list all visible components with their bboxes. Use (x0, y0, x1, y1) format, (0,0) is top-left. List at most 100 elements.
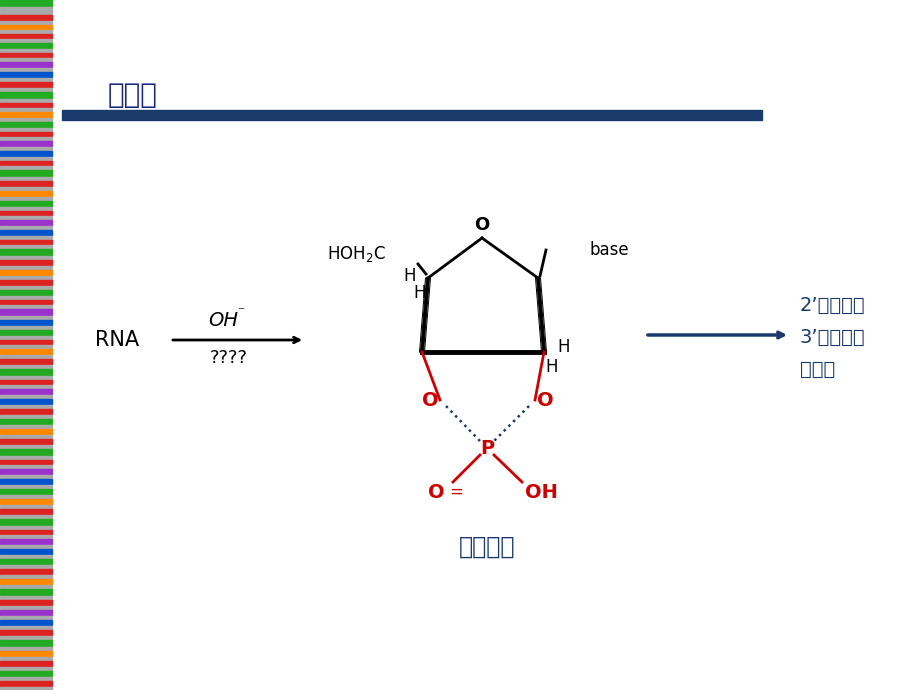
Bar (0, 445, 52, 448)
Bar (0, 555, 52, 558)
Text: H: H (557, 338, 570, 356)
Bar (0, 456, 52, 459)
Bar (0, 103, 52, 107)
Bar (0, 88, 52, 91)
Bar (0, 249, 52, 255)
Bar (0, 389, 52, 394)
Text: OH: OH (208, 310, 238, 330)
Bar (0, 128, 52, 131)
Bar (0, 359, 52, 364)
Bar (0, 380, 52, 384)
Bar (0, 330, 52, 335)
Bar (0, 170, 52, 176)
Bar (0, 539, 52, 544)
Text: ⁻: ⁻ (237, 305, 244, 319)
Text: base: base (589, 241, 629, 259)
Bar (0, 505, 52, 508)
Bar (0, 519, 52, 525)
Bar (0, 589, 52, 595)
Bar (0, 220, 52, 225)
Bar (0, 559, 52, 564)
Bar (0, 355, 52, 358)
Bar (0, 30, 52, 33)
Text: O: O (536, 391, 552, 409)
Bar (0, 166, 52, 169)
Bar (0, 177, 52, 180)
Bar (0, 687, 52, 690)
Bar (0, 399, 52, 404)
Text: HOH$_2$C: HOH$_2$C (327, 244, 386, 264)
Bar (0, 112, 52, 117)
Text: H: H (545, 358, 558, 376)
Bar (0, 320, 52, 325)
Bar (0, 336, 52, 339)
Bar (0, 82, 52, 87)
Bar (0, 620, 52, 625)
Bar (0, 43, 52, 48)
Bar (0, 309, 52, 315)
Bar (0, 365, 52, 368)
Bar (0, 72, 52, 77)
Bar (0, 579, 52, 584)
Bar (0, 53, 52, 57)
Bar (0, 449, 52, 455)
Bar (0, 58, 52, 61)
Bar (0, 376, 52, 379)
Bar (0, 326, 52, 329)
Text: O: O (427, 482, 444, 502)
Bar (0, 78, 52, 81)
Bar (0, 151, 52, 156)
Bar (0, 549, 52, 554)
Bar (0, 565, 52, 568)
Bar (0, 661, 52, 666)
Bar (0, 479, 52, 484)
Bar (0, 530, 52, 534)
Bar (0, 600, 52, 605)
Bar (0, 395, 52, 398)
Bar (0, 425, 52, 428)
Bar (0, 515, 52, 518)
Bar (0, 141, 52, 146)
Bar (0, 405, 52, 408)
Bar (0, 469, 52, 474)
Bar (0, 647, 52, 650)
Bar (0, 108, 52, 111)
Bar (0, 545, 52, 548)
Text: O: O (474, 216, 489, 234)
Text: H: H (403, 267, 415, 285)
Bar (0, 526, 52, 529)
Bar (0, 606, 52, 609)
Bar (0, 0, 52, 6)
Bar (0, 419, 52, 424)
Text: 3’－核苷酸: 3’－核苷酸 (800, 328, 865, 346)
Bar (0, 415, 52, 418)
Bar (0, 575, 52, 578)
Text: H: H (414, 284, 425, 302)
Bar (0, 349, 52, 354)
Bar (0, 340, 52, 344)
Text: 环磷酸酯: 环磷酸酯 (459, 535, 515, 559)
Bar (0, 610, 52, 615)
Bar (0, 137, 52, 140)
Text: 2’－核苷酸: 2’－核苷酸 (800, 295, 865, 315)
Text: 碱水解: 碱水解 (108, 81, 158, 109)
Bar (0, 25, 52, 29)
Bar (0, 535, 52, 538)
Bar (0, 429, 52, 434)
Bar (0, 201, 52, 206)
Bar (0, 636, 52, 639)
Bar (0, 122, 52, 127)
Bar (0, 596, 52, 599)
Bar (0, 62, 52, 67)
Bar (0, 236, 52, 239)
Bar (0, 585, 52, 588)
Bar (0, 385, 52, 388)
Bar (0, 230, 52, 235)
Bar (0, 7, 52, 10)
Bar (0, 245, 52, 248)
Bar (0, 39, 52, 42)
Bar (0, 260, 52, 265)
Bar (0, 280, 52, 285)
Text: P: P (480, 439, 494, 457)
Bar (0, 489, 52, 494)
